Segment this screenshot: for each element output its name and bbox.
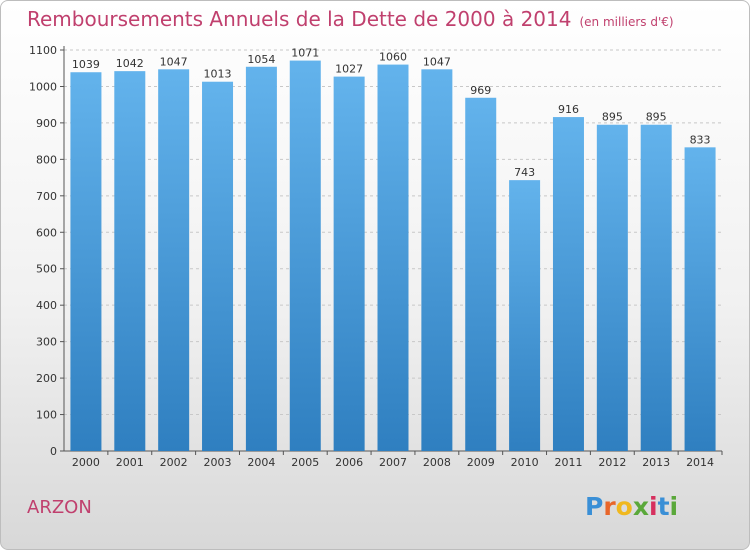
bar bbox=[333, 76, 365, 451]
y-tick-label: 800 bbox=[36, 153, 57, 166]
bar bbox=[684, 147, 716, 452]
bar bbox=[202, 81, 234, 451]
bar bbox=[640, 124, 672, 452]
bar-value-label: 1039 bbox=[72, 58, 100, 71]
bar-value-label: 1054 bbox=[247, 53, 275, 66]
x-tick-label: 2013 bbox=[642, 456, 670, 469]
logo-letter: o bbox=[615, 492, 633, 521]
bar bbox=[289, 60, 321, 452]
y-tick-label: 300 bbox=[36, 336, 57, 349]
x-tick-label: 2012 bbox=[598, 456, 626, 469]
bar-value-label: 743 bbox=[514, 166, 535, 179]
logo-letter: t bbox=[657, 492, 670, 521]
y-tick-label: 600 bbox=[36, 226, 57, 239]
bar bbox=[377, 64, 409, 451]
x-tick-label: 2006 bbox=[335, 456, 363, 469]
y-tick-label: 100 bbox=[36, 409, 57, 422]
bar bbox=[245, 66, 277, 451]
bar-value-label: 1013 bbox=[204, 68, 232, 81]
y-tick-label: 200 bbox=[36, 372, 57, 385]
bar-value-label: 895 bbox=[602, 111, 623, 124]
x-tick-label: 2007 bbox=[379, 456, 407, 469]
bar bbox=[509, 180, 541, 451]
bar bbox=[158, 69, 190, 451]
y-tick-label: 0 bbox=[50, 445, 57, 458]
y-tick-label: 1100 bbox=[29, 44, 57, 57]
x-tick-label: 2005 bbox=[291, 456, 319, 469]
bar-value-label: 1027 bbox=[335, 63, 363, 76]
bar bbox=[465, 97, 497, 451]
bar-value-label: 1042 bbox=[116, 57, 144, 70]
x-tick-label: 2002 bbox=[160, 456, 188, 469]
y-tick-label: 500 bbox=[36, 263, 57, 276]
logo-letter: i bbox=[669, 492, 679, 521]
x-tick-label: 2014 bbox=[686, 456, 714, 469]
bar bbox=[70, 72, 102, 451]
chart-title-text: Remboursements Annuels de la Dette de 20… bbox=[27, 7, 572, 31]
bar bbox=[421, 69, 453, 451]
bar-value-label: 895 bbox=[646, 111, 667, 124]
bar bbox=[552, 117, 584, 452]
bar bbox=[114, 71, 146, 451]
x-tick-label: 2010 bbox=[511, 456, 539, 469]
chart-subtitle: (en milliers d'€) bbox=[579, 15, 674, 29]
logo-letter: i bbox=[649, 492, 658, 521]
y-tick-label: 1000 bbox=[29, 80, 57, 93]
logo-letter: x bbox=[632, 492, 649, 521]
bar-value-label: 833 bbox=[690, 133, 711, 146]
chart-title: Remboursements Annuels de la Dette de 20… bbox=[27, 7, 674, 31]
x-tick-label: 2009 bbox=[467, 456, 495, 469]
x-tick-label: 2008 bbox=[423, 456, 451, 469]
x-tick-label: 2001 bbox=[116, 456, 144, 469]
y-tick-label: 400 bbox=[36, 299, 57, 312]
bar-value-label: 969 bbox=[470, 84, 491, 97]
bar-value-label: 1047 bbox=[160, 55, 188, 68]
logo-letter: P bbox=[585, 492, 604, 521]
bar bbox=[596, 124, 628, 452]
proxiti-logo: Proxiti bbox=[585, 492, 678, 521]
logo-letter: r bbox=[603, 492, 616, 521]
city-name: ARZON bbox=[27, 497, 92, 518]
x-tick-label: 2003 bbox=[204, 456, 232, 469]
x-tick-label: 2000 bbox=[72, 456, 100, 469]
x-tick-label: 2011 bbox=[554, 456, 582, 469]
x-tick-label: 2004 bbox=[247, 456, 275, 469]
y-tick-label: 700 bbox=[36, 190, 57, 203]
bar-value-label: 1071 bbox=[291, 47, 319, 60]
bar-value-label: 1060 bbox=[379, 51, 407, 64]
y-tick-label: 900 bbox=[36, 117, 57, 130]
bar-value-label: 1047 bbox=[423, 55, 451, 68]
bar-value-label: 916 bbox=[558, 103, 579, 116]
